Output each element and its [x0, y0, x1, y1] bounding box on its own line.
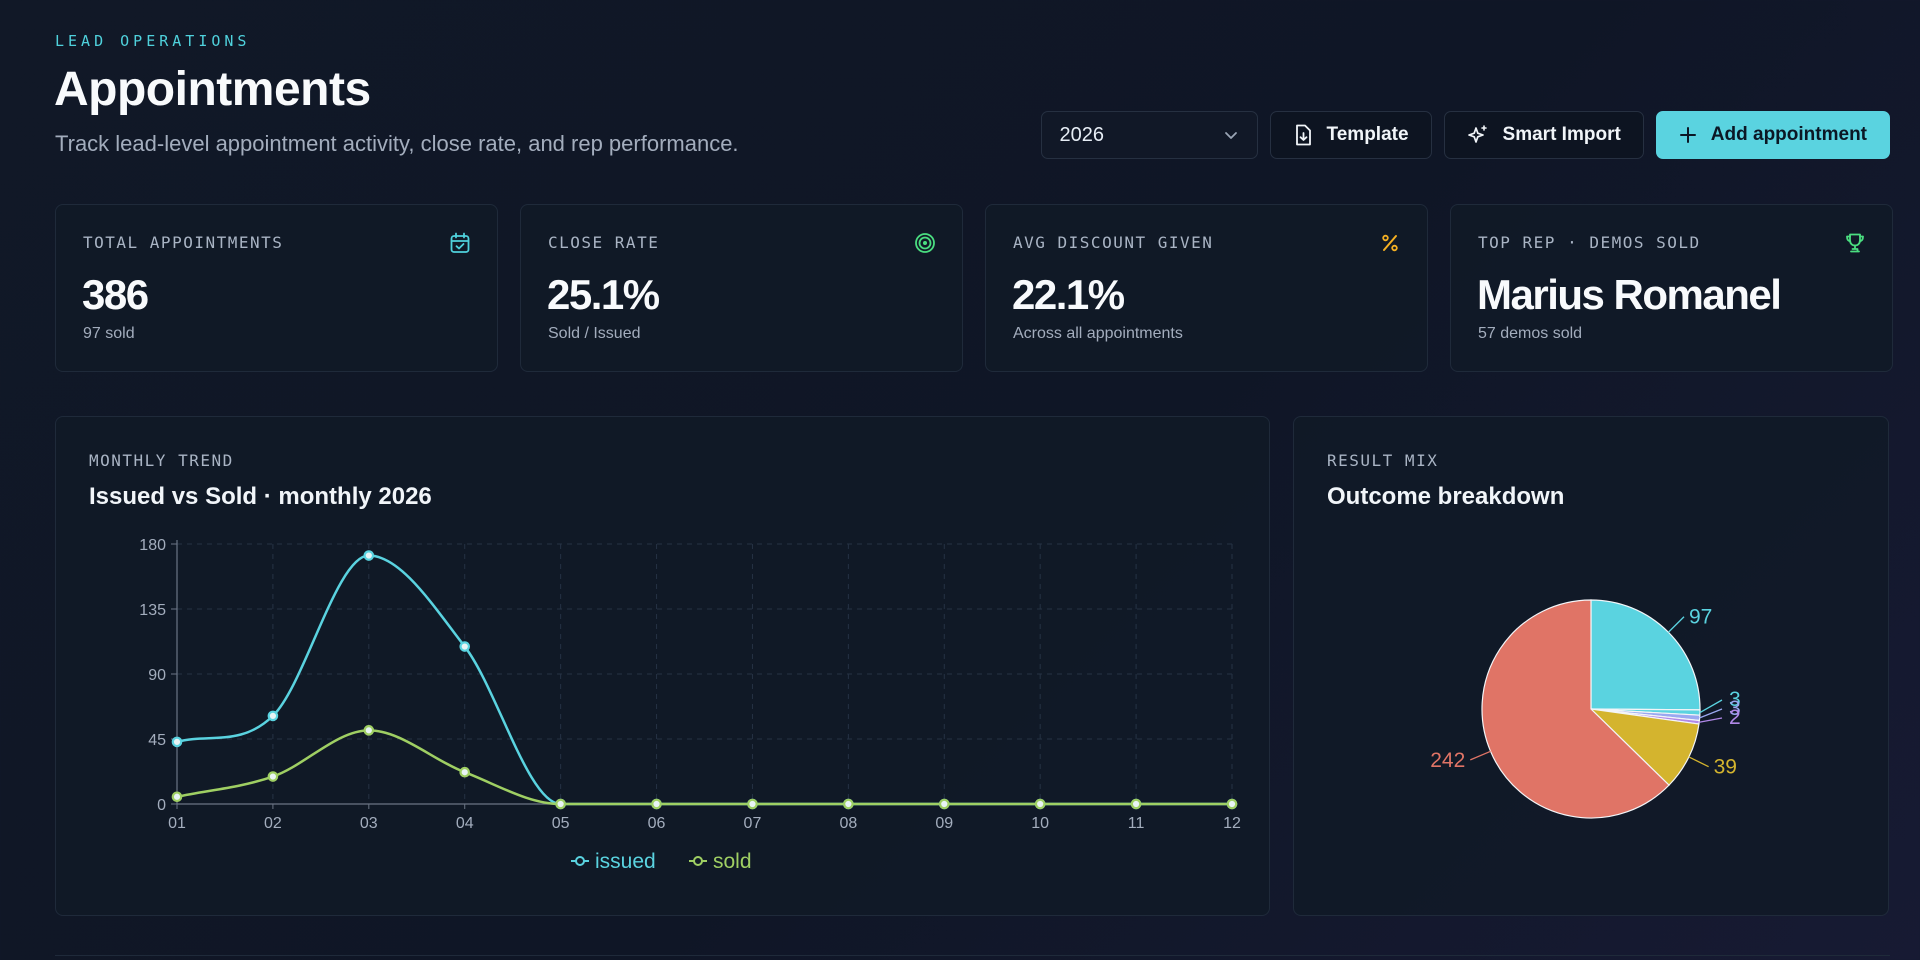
x-tick-label: 10	[1031, 815, 1049, 832]
x-tick-label: 08	[839, 815, 857, 832]
year-select-value: 2026	[1059, 123, 1105, 146]
add-appointment-button[interactable]: Add appointment	[1655, 111, 1890, 159]
pie-leader-line	[1699, 708, 1723, 719]
data-point-issued	[267, 710, 279, 722]
line-chart: 0 45 90 135 180 01 02 03 04 05 06 07 08 09 10 11 12 issue…	[139, 537, 1241, 873]
data-point-sold	[938, 798, 950, 810]
data-point-sold	[555, 798, 566, 810]
data-point-sold	[1130, 798, 1142, 810]
chart-title: Issued vs Sold · monthly 2026	[89, 483, 432, 510]
pie-leader-line	[1470, 750, 1491, 761]
x-tick-label: 12	[1223, 815, 1241, 832]
stat-subtext: 57 demos sold	[1478, 325, 1583, 342]
panel-label: MONTHLY TREND	[89, 451, 234, 470]
template-button[interactable]: Template	[1269, 111, 1432, 159]
x-tick-label: 11	[1128, 815, 1145, 832]
data-point-sold	[267, 771, 279, 782]
stat-value: Marius Romanel	[1477, 271, 1782, 318]
stat-card-top-rep: TOP REP · DEMOS SOLD Marius Romanel 57 d…	[1450, 204, 1893, 372]
page-eyebrow: LEAD OPERATIONS	[55, 32, 251, 50]
data-point-issued	[171, 736, 183, 748]
target-icon	[914, 232, 936, 259]
stat-label: AVG DISCOUNT GIVEN	[1013, 233, 1214, 252]
page-title: Appointments	[54, 63, 371, 116]
y-tick-label: 90	[148, 667, 166, 684]
stat-label: TOTAL APPOINTMENTS	[83, 233, 284, 252]
legend-marker-sold	[693, 856, 703, 866]
data-point-sold	[459, 766, 471, 778]
data-point-sold	[843, 798, 854, 810]
data-point-sold	[171, 791, 183, 803]
calendar-check-icon	[449, 232, 471, 259]
data-point-sold	[651, 798, 662, 810]
y-tick-label: 45	[148, 732, 166, 749]
x-tick-label: 03	[360, 815, 378, 832]
legend-label-issued: issued	[595, 850, 656, 873]
pie-slice-label: 3	[1729, 697, 1741, 720]
add-appointment-button-label: Add appointment	[1710, 124, 1867, 145]
pie-slice	[1481, 599, 1670, 819]
series-line-sold	[176, 729, 1232, 806]
stat-label: CLOSE RATE	[548, 233, 660, 252]
stat-subtext: Across all appointments	[1013, 325, 1183, 342]
stat-subtext: 97 sold	[83, 325, 135, 342]
trophy-icon	[1844, 232, 1866, 259]
panel-label: RESULT MIX	[1327, 451, 1439, 470]
y-tick-label: 135	[139, 602, 166, 619]
pie-slice	[1590, 599, 1701, 711]
x-tick-label: 07	[744, 815, 762, 832]
stat-cards: TOTAL APPOINTMENTS 386 97 sold CLOSE RAT…	[55, 204, 1893, 372]
y-tick-label: 180	[139, 537, 166, 554]
sparkles-icon	[1467, 124, 1489, 146]
stat-card-total-appointments: TOTAL APPOINTMENTS 386 97 sold	[55, 204, 498, 372]
y-tick-label: 0	[157, 797, 166, 814]
percent-icon	[1379, 232, 1401, 259]
pie-slice-label: 3	[1729, 688, 1741, 711]
year-select[interactable]: 2026	[1040, 111, 1258, 159]
data-point-sold	[747, 798, 758, 810]
pie-slice-label: 97	[1689, 606, 1712, 629]
x-tick-label: 01	[168, 815, 186, 832]
stat-subtext: Sold / Issued	[548, 325, 641, 342]
pie-leader-line	[1667, 616, 1685, 633]
result-mix-panel: RESULT MIX Outcome breakdown 97 3 3 2 39 242	[1293, 416, 1889, 916]
pie-leader-line	[1699, 717, 1723, 723]
stat-value: 22.1%	[1012, 271, 1125, 318]
pie-slice-label: 242	[1430, 749, 1465, 772]
legend-marker-issued	[575, 856, 585, 866]
x-tick-label: 09	[935, 815, 953, 832]
file-download-icon	[1293, 124, 1313, 146]
stat-value: 386	[82, 271, 149, 318]
series-line-issued	[176, 554, 1232, 806]
stat-value: 25.1%	[547, 271, 660, 318]
data-point-sold	[363, 725, 375, 736]
pie-slice-label: 2	[1729, 706, 1741, 729]
pie-chart: 97 332 39 242	[1430, 599, 1741, 819]
header-actions: 2026 Template Smart Import Add appointme…	[1040, 111, 1890, 159]
x-tick-label: 06	[648, 815, 666, 832]
template-button-label: Template	[1326, 124, 1409, 145]
stat-card-close-rate: CLOSE RATE 25.1% Sold / Issued	[520, 204, 963, 372]
smart-import-button-label: Smart Import	[1502, 124, 1621, 145]
data-point-sold	[1226, 798, 1238, 810]
stat-card-avg-discount: AVG DISCOUNT GIVEN 22.1% Across all appo…	[985, 204, 1428, 372]
plus-icon	[1679, 126, 1697, 144]
smart-import-button[interactable]: Smart Import	[1443, 111, 1644, 159]
page-subtitle: Track lead-level appointment activity, c…	[55, 131, 739, 156]
data-point-issued	[363, 550, 375, 561]
pie-slice-label: 39	[1714, 756, 1737, 779]
x-tick-label: 04	[456, 815, 474, 832]
pie-leader-line	[1699, 699, 1723, 714]
stat-label: TOP REP · DEMOS SOLD	[1478, 233, 1701, 252]
x-tick-label: 05	[552, 815, 570, 832]
data-point-issued	[459, 641, 471, 652]
legend-label-sold: sold	[713, 850, 752, 873]
monthly-trend-panel: MONTHLY TREND Issued vs Sold · monthly 2…	[55, 416, 1270, 916]
chart-title: Outcome breakdown	[1327, 483, 1565, 510]
next-section-edge	[55, 955, 1890, 960]
chevron-down-icon	[1223, 127, 1239, 143]
x-tick-label: 02	[264, 815, 282, 832]
pie-leader-line	[1688, 756, 1709, 768]
data-point-sold	[1034, 798, 1046, 810]
